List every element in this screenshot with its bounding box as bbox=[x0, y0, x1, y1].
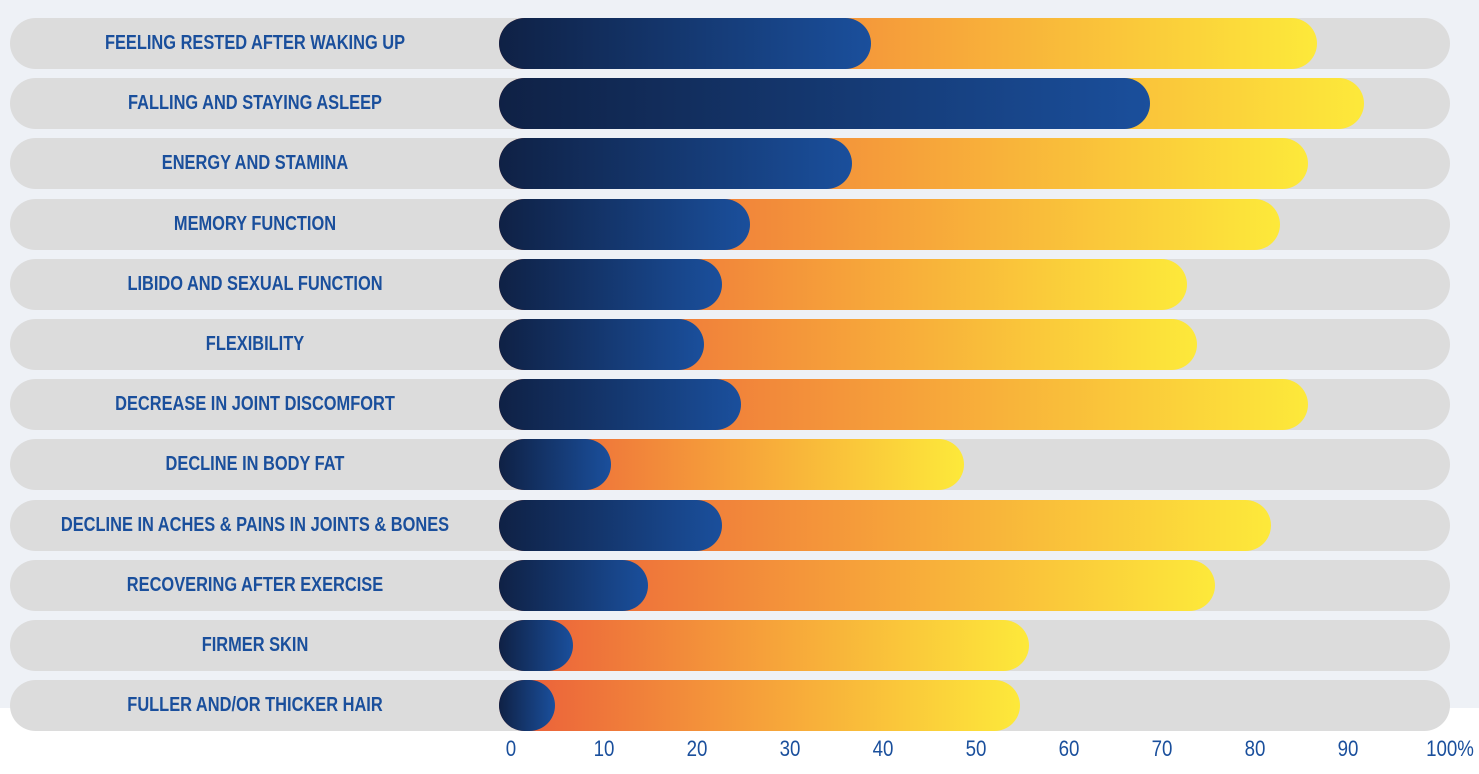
category-label: DECREASE IN JOINT DISCOMFORT bbox=[115, 393, 395, 416]
x-tick-label: 90 bbox=[1337, 736, 1359, 761]
category-label: RECOVERING AFTER EXERCISE bbox=[126, 573, 384, 596]
bar-strong bbox=[499, 379, 741, 431]
category-label: FLEXIBILITY bbox=[205, 333, 305, 355]
bar-row: FALLING AND STAYING ASLEEP bbox=[10, 78, 1450, 130]
bar-strong bbox=[499, 78, 1150, 130]
bar-row: FIRMER SKIN bbox=[10, 620, 1450, 671]
bar-row: LIBIDO AND SEXUAL FUNCTION bbox=[10, 258, 1450, 310]
bar-total bbox=[499, 680, 1020, 732]
category-label: ENERGY AND STAMINA bbox=[161, 152, 349, 175]
bar-row: ENERGY AND STAMINA bbox=[10, 138, 1450, 190]
bar-total bbox=[499, 620, 1030, 671]
category-label: FALLING AND STAYING ASLEEP bbox=[128, 92, 382, 115]
bar-strong bbox=[499, 18, 871, 69]
bar-strong bbox=[499, 258, 723, 310]
bar-row: RECOVERING AFTER EXERCISE bbox=[10, 559, 1450, 611]
x-tick-label: 0 bbox=[505, 736, 517, 761]
x-tick-label: 60 bbox=[1058, 736, 1080, 761]
bar-strong bbox=[499, 439, 611, 491]
bar-strong bbox=[499, 138, 853, 190]
bar-strong bbox=[499, 319, 704, 370]
category-label: DECLINE IN BODY FAT bbox=[165, 453, 345, 476]
x-tick-label: 20 bbox=[686, 736, 708, 761]
bar-strong bbox=[499, 198, 751, 250]
x-tick-label: 40 bbox=[872, 736, 894, 761]
bar-row: FEELING RESTED AFTER WAKING UP bbox=[10, 18, 1450, 69]
bar-row: FULLER AND/OR THICKER HAIR bbox=[10, 680, 1450, 732]
bar-strong bbox=[499, 499, 723, 551]
bar-row: DECLINE IN ACHES & PAINS IN JOINTS & BON… bbox=[10, 499, 1450, 551]
bar-strong bbox=[499, 559, 648, 611]
x-tick-label: 50 bbox=[965, 736, 987, 761]
category-label: LIBIDO AND SEXUAL FUNCTION bbox=[127, 272, 383, 295]
bar-row: DECLINE IN BODY FAT bbox=[10, 439, 1450, 491]
x-tick-label: 10 bbox=[593, 736, 615, 761]
bar-row: FLEXIBILITY bbox=[10, 319, 1450, 370]
category-label: MEMORY FUNCTION bbox=[173, 212, 337, 235]
x-tick-label: 80 bbox=[1244, 736, 1266, 761]
bar-strong bbox=[499, 620, 574, 671]
bar-row: MEMORY FUNCTION bbox=[10, 198, 1450, 250]
bar-row: DECREASE IN JOINT DISCOMFORT bbox=[10, 379, 1450, 431]
bar-strong bbox=[499, 680, 555, 732]
category-label: DECLINE IN ACHES & PAINS IN JOINTS & BON… bbox=[60, 513, 450, 536]
x-tick-label: 30 bbox=[779, 736, 801, 761]
x-tick-label: 100% bbox=[1426, 736, 1474, 761]
x-tick-label: 70 bbox=[1151, 736, 1173, 761]
category-label: FEELING RESTED AFTER WAKING UP bbox=[104, 32, 406, 54]
category-label: FULLER AND/OR THICKER HAIR bbox=[127, 694, 383, 717]
category-label: FIRMER SKIN bbox=[201, 634, 309, 656]
